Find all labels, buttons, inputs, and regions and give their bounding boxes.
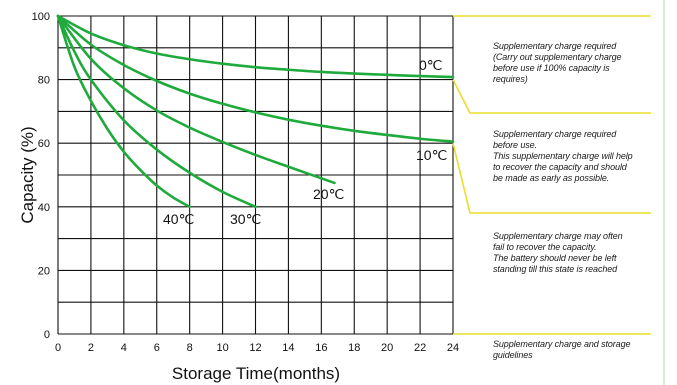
curve-label: 20℃ <box>313 186 344 202</box>
note-charge-required: Supplementary charge required (Carry out… <box>493 41 622 84</box>
series-line <box>56 14 257 209</box>
series-line <box>56 14 455 79</box>
x-tick-label: 4 <box>121 342 127 354</box>
y-tick-label: 60 <box>38 138 50 150</box>
curve-label: 0℃ <box>419 57 443 73</box>
y-tick-label: 0 <box>44 329 50 341</box>
x-axis-label: Storage Time(months) <box>172 364 340 383</box>
note-may-fail: Supplementary charge may often fail to r… <box>493 231 623 274</box>
x-tick-label: 24 <box>447 342 459 354</box>
x-tick-label: 2 <box>88 342 94 354</box>
curve-labels: 0℃ 10℃ 20℃ 30℃ 40℃ <box>163 57 447 227</box>
x-tick-label: 8 <box>187 342 193 354</box>
series-line <box>56 14 336 185</box>
x-tick-label: 0 <box>55 342 61 354</box>
note-charge-before-use: Supplementary charge required before use… <box>493 129 633 183</box>
note-guidelines: Supplementary charge and storage guideli… <box>493 339 631 360</box>
x-tick-label: 14 <box>282 342 294 354</box>
x-tick-label: 22 <box>414 342 426 354</box>
curve-label: 30℃ <box>230 211 261 227</box>
series-line <box>56 14 191 209</box>
chart-series <box>56 14 455 209</box>
y-tick-label: 100 <box>32 11 50 23</box>
y-tick-label: 20 <box>38 265 50 277</box>
x-tick-label: 10 <box>216 342 228 354</box>
y-tick-label: 80 <box>38 75 50 87</box>
x-tick-label: 16 <box>315 342 327 354</box>
y-axis-label: Capacity (%) <box>18 126 37 223</box>
guide-lines <box>452 15 651 335</box>
curve-label: 10℃ <box>416 147 447 163</box>
x-tick-label: 12 <box>249 342 261 354</box>
x-tick-label: 18 <box>348 342 360 354</box>
series-line <box>56 14 455 143</box>
guide-line <box>452 143 651 214</box>
curve-label: 40℃ <box>163 211 194 227</box>
chart-grid <box>57 15 454 335</box>
x-tick-label: 6 <box>154 342 160 354</box>
page-edge <box>663 0 677 385</box>
guide-line <box>452 79 651 114</box>
y-tick-label: 40 <box>38 202 50 214</box>
x-tick-label: 20 <box>381 342 393 354</box>
